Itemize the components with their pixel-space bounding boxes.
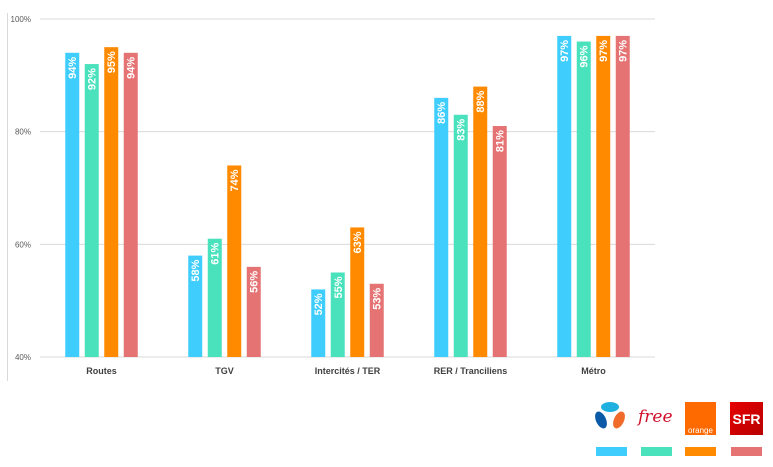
- bar: [596, 35, 611, 358]
- bouygues-logo: [593, 400, 627, 432]
- legend-swatch: [641, 447, 672, 456]
- data-label: 97%: [618, 40, 630, 62]
- data-label: 74%: [229, 169, 241, 191]
- data-label: 94%: [67, 57, 79, 79]
- data-label: 52%: [313, 293, 325, 315]
- bar: [188, 255, 203, 357]
- legend-swatch: [731, 447, 762, 456]
- orange-logo-text: orange: [688, 426, 713, 435]
- data-label: 94%: [126, 57, 138, 79]
- bar: [615, 35, 630, 358]
- data-label: 58%: [190, 259, 202, 281]
- bar: [576, 41, 591, 358]
- bar: [453, 114, 468, 358]
- x-tick-label: TGV: [215, 366, 234, 376]
- y-tick-label: 80%: [15, 128, 31, 137]
- data-label: 83%: [456, 119, 468, 141]
- bar: [369, 283, 384, 357]
- bar: [84, 64, 99, 358]
- data-label: 96%: [579, 45, 591, 67]
- y-tick-label: 60%: [15, 240, 31, 249]
- chart-frame: [7, 13, 660, 381]
- data-label: 92%: [87, 68, 99, 90]
- y-tick-label: 40%: [15, 353, 31, 362]
- x-tick-label: Routes: [86, 366, 117, 376]
- bar: [123, 52, 138, 358]
- x-tick-label: Métro: [581, 366, 606, 376]
- data-label: 63%: [352, 231, 364, 253]
- bar: [311, 289, 326, 357]
- data-label: 97%: [559, 40, 571, 62]
- orange-logo: orange: [685, 402, 716, 435]
- y-tick-label: 100%: [11, 15, 31, 24]
- data-label: 81%: [495, 130, 507, 152]
- x-tick-label: Intercités / TER: [315, 366, 381, 376]
- data-label: 55%: [333, 276, 345, 298]
- data-label: 95%: [106, 51, 118, 73]
- bar: [330, 272, 345, 357]
- legend-swatch: [596, 447, 627, 456]
- bar: [104, 47, 119, 358]
- bar: [246, 266, 261, 357]
- data-label: 56%: [249, 271, 261, 293]
- data-label: 88%: [475, 90, 487, 112]
- bar: [473, 86, 488, 357]
- sfr-logo-text: SFR: [732, 410, 761, 427]
- bar: [434, 97, 449, 357]
- data-label: 97%: [598, 40, 610, 62]
- bar: [557, 35, 572, 358]
- free-logo: free: [638, 407, 673, 427]
- data-label: 61%: [210, 242, 222, 264]
- bar: [207, 238, 222, 357]
- sfr-logo: SFR: [730, 402, 763, 435]
- legend-swatch: [685, 447, 716, 456]
- bouygues-icon: [595, 402, 625, 429]
- data-label: 53%: [372, 288, 384, 310]
- bar: [65, 52, 80, 358]
- data-label: 86%: [436, 102, 448, 124]
- bar: [350, 227, 365, 357]
- bar: [492, 126, 507, 358]
- x-tick-label: RER / Tranciliens: [434, 366, 508, 376]
- bar: [227, 165, 242, 357]
